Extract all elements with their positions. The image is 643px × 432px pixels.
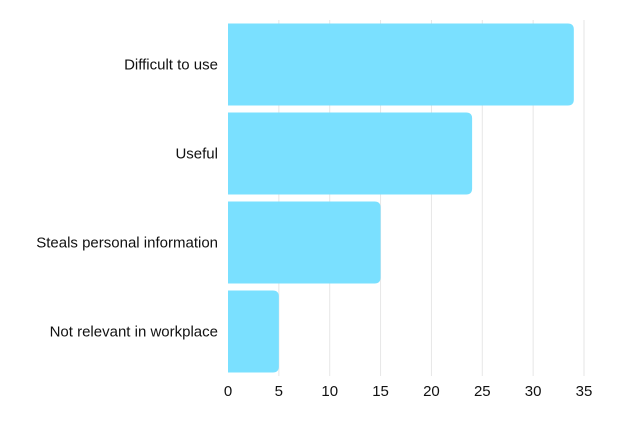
x-tick-label: 0	[224, 383, 232, 400]
x-tick-label: 35	[576, 383, 593, 400]
bars	[228, 23, 574, 373]
x-tick-label: 20	[423, 383, 440, 400]
bar	[228, 112, 473, 195]
x-tick-label: 15	[372, 383, 389, 400]
category-label: Steals personal information	[36, 235, 218, 252]
x-tick-label: 5	[275, 383, 283, 400]
x-tick-label: 25	[474, 383, 491, 400]
x-tick-labels: 0 5 10 15 20 25 30 35	[224, 383, 593, 400]
bar	[228, 290, 279, 373]
category-label: Not relevant in workplace	[50, 324, 218, 341]
bar	[228, 23, 574, 106]
category-label: Difficult to use	[124, 57, 218, 74]
x-tick-label: 10	[321, 383, 338, 400]
category-label: Useful	[175, 146, 218, 163]
category-labels: Difficult to use Useful Steals personal in…	[36, 57, 218, 341]
bar	[228, 201, 381, 284]
x-tick-label: 30	[525, 383, 542, 400]
